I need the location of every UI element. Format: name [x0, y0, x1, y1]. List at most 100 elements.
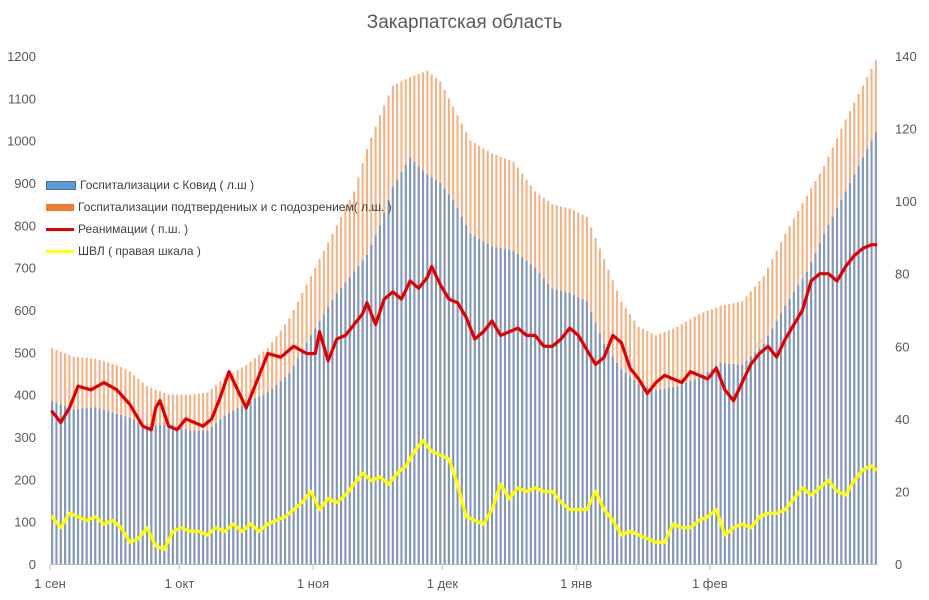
bar-covid — [413, 161, 416, 564]
bar-covid — [534, 267, 537, 564]
bar-covid — [590, 312, 593, 564]
legend-label-covid: Госпитализации с Ковид ( л.ш ) — [80, 178, 255, 192]
bar-covid — [827, 225, 830, 564]
bar-covid — [288, 373, 291, 564]
y-right-tick-label: 60 — [895, 339, 909, 354]
bar-covid — [434, 180, 437, 564]
bar-covid — [568, 293, 571, 564]
bar-covid — [650, 388, 653, 564]
bar-covid — [758, 348, 761, 564]
bar-covid — [853, 174, 856, 564]
bar-covid — [603, 343, 606, 564]
bar-covid — [206, 430, 209, 564]
bar-covid — [115, 413, 118, 564]
y-right-tick-label: 120 — [895, 122, 917, 137]
bar-covid — [202, 430, 205, 564]
bar-covid — [547, 283, 550, 564]
bar-covid — [866, 149, 869, 564]
bar-covid — [305, 343, 308, 564]
bar-covid — [616, 362, 619, 564]
bar-covid — [508, 249, 511, 564]
bar-covid — [611, 356, 614, 564]
y-right-tick-label: 140 — [895, 49, 917, 64]
bar-covid — [309, 335, 312, 564]
bar-covid — [176, 426, 179, 564]
y-left-tick-label: 200 — [14, 472, 36, 487]
bar-covid — [89, 407, 92, 564]
legend-swatch-confirmed-suspected — [46, 203, 74, 211]
bar-covid — [672, 387, 675, 564]
bar-covid — [542, 278, 545, 564]
bar-covid — [219, 419, 222, 564]
y-right-tick-label: 0 — [895, 557, 902, 572]
bar-covid — [353, 271, 356, 564]
bar-covid — [77, 409, 80, 564]
bar-covid — [210, 426, 213, 564]
bar-covid — [452, 199, 455, 564]
bar-covid — [564, 292, 567, 564]
bar-covid — [365, 254, 368, 564]
bar-covid — [469, 233, 472, 565]
legend-swatch-covid — [46, 180, 76, 190]
bar-covid — [158, 425, 161, 564]
bar-covid — [844, 191, 847, 564]
legend-item-icu: Реанимации ( п.ш. ) — [46, 218, 392, 240]
y-left-tick-label: 800 — [14, 218, 36, 233]
bar-covid — [301, 350, 304, 564]
bar-covid — [633, 380, 636, 564]
bar-covid — [861, 157, 864, 564]
bar-covid — [236, 408, 239, 564]
bar-covid — [296, 358, 299, 564]
bar-covid — [102, 409, 105, 564]
bar-covid — [409, 157, 412, 564]
bar-covid — [253, 398, 256, 564]
bar-covid — [189, 430, 192, 564]
y-left-tick-label: 300 — [14, 430, 36, 445]
bar-covid — [491, 246, 494, 564]
x-tick-label: 1 фев — [692, 576, 728, 591]
bar-covid — [314, 328, 317, 564]
bar-covid — [378, 225, 381, 564]
bar-covid — [72, 409, 75, 564]
bar-covid — [180, 428, 183, 564]
bar-covid — [585, 301, 588, 564]
bar-covid — [271, 388, 274, 564]
bar-covid — [426, 174, 429, 564]
bar-covid — [245, 403, 248, 564]
bar-covid — [503, 249, 506, 565]
bar-covid — [745, 360, 748, 564]
bar-covid — [193, 430, 196, 564]
bar-covid — [607, 350, 610, 564]
y-right-tick-label: 80 — [895, 267, 909, 282]
bar-covid — [486, 243, 489, 564]
bar-covid — [577, 297, 580, 564]
bar-covid — [124, 416, 127, 564]
bar-covid — [85, 408, 88, 564]
legend-item-covid: Госпитализации с Ковид ( л.ш ) — [46, 174, 392, 196]
y-left-tick-label: 700 — [14, 261, 36, 276]
bar-covid — [51, 401, 54, 564]
bar-covid — [870, 140, 873, 565]
line-icu — [50, 243, 878, 432]
y-left-tick-label: 0 — [29, 557, 36, 572]
bar-covid — [322, 314, 325, 564]
bars-covid — [51, 132, 877, 565]
y-left-tick-label: 500 — [14, 345, 36, 360]
bar-covid — [443, 188, 446, 564]
bar-covid — [560, 290, 563, 564]
bar-covid — [521, 257, 524, 564]
bar-covid — [715, 365, 718, 564]
bar-covid — [439, 183, 442, 564]
bar-covid — [641, 385, 644, 564]
bar-covid — [465, 225, 468, 564]
bar-covid — [422, 170, 425, 565]
bar-covid — [629, 376, 632, 564]
bar-covid — [284, 377, 287, 564]
y-left-tick-label: 900 — [14, 176, 36, 191]
bar-covid — [857, 166, 860, 564]
bar-covid — [111, 412, 114, 564]
bar-covid — [383, 212, 386, 564]
bar-covid — [784, 305, 787, 564]
bar-covid — [710, 368, 713, 564]
legend-label-confirmed-suspected: Госпитализации подтвердениых и с подозре… — [78, 200, 392, 214]
